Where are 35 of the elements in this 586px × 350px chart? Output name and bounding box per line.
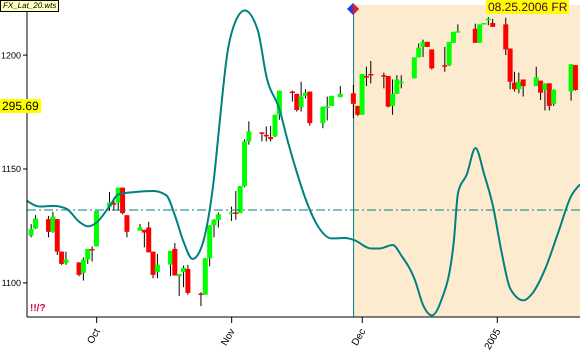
- candlestick: [185, 264, 190, 296]
- annotation: 08.25.2006 FR: [486, 0, 570, 14]
- candlestick: [46, 215, 52, 238]
- y-tick-label: 1200: [0, 50, 21, 60]
- candlestick: [264, 126, 269, 142]
- candlestick: [390, 78, 396, 116]
- candlestick: [76, 262, 82, 277]
- candlestick: [233, 190, 238, 220]
- candlestick: [442, 46, 448, 72]
- y-tick-label: 1150: [2, 164, 21, 174]
- candlestick: [90, 246, 95, 262]
- candlestick: [63, 251, 68, 266]
- x-tick-label: Dec: [350, 327, 368, 348]
- annotation: !!/?: [30, 303, 46, 315]
- candlestick: [350, 84, 356, 119]
- candlestick: [298, 81, 304, 112]
- candlestick: [368, 60, 374, 84]
- candlestick: [516, 72, 522, 94]
- candlestick: [534, 66, 539, 87]
- candlestick: [324, 96, 330, 121]
- candlestick: [168, 250, 173, 277]
- y-tick-label: 1100: [2, 278, 21, 288]
- candlestick: [228, 206, 234, 222]
- candlestick: [551, 88, 556, 106]
- candlestick: [268, 125, 274, 142]
- candlestick: [477, 24, 482, 44]
- annotation: 295.69: [0, 99, 41, 114]
- x-tick-label: Nov: [219, 327, 238, 348]
- candlestick: [429, 48, 434, 70]
- annotation: FX_Lat_20.wts: [0, 0, 60, 12]
- candlestick: [198, 292, 204, 307]
- candlestick: [124, 214, 130, 238]
- candlestick: [50, 211, 56, 234]
- x-tick-label: Oct: [85, 326, 103, 346]
- candlestick: [154, 253, 160, 279]
